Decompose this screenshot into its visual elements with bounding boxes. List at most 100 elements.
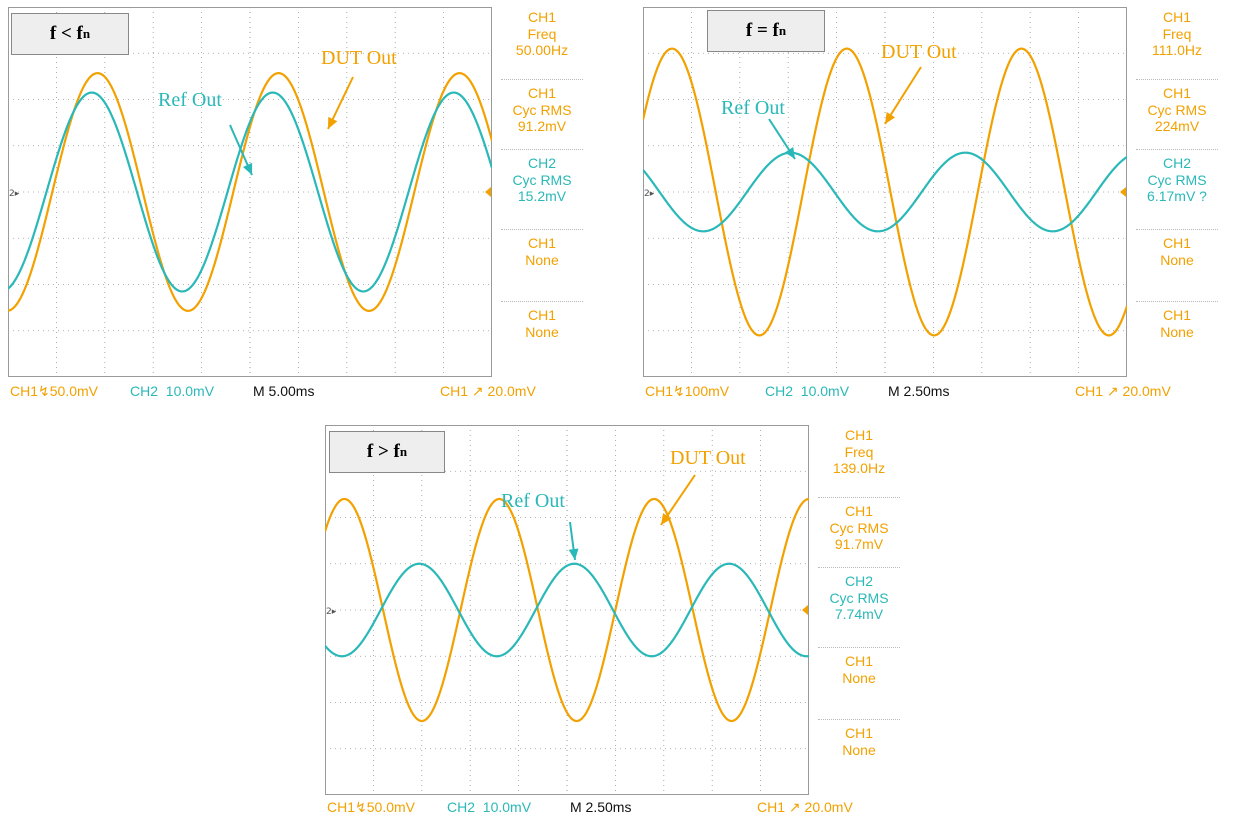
dut-out-arrow [660, 474, 696, 526]
measurement-separator [1136, 229, 1218, 230]
measurement-value: 91.7mV [834, 536, 884, 552]
grid [8, 7, 492, 377]
measurement-channel: CH1 [844, 503, 873, 519]
measurement-cell: CH1 Cyc RMS 91.2mV [495, 85, 589, 135]
trigger-label: CH1 ↗ 20.0mV [440, 383, 536, 399]
measurement-separator [1136, 79, 1218, 80]
measurement-label: Cyc RMS [829, 589, 889, 606]
measurement-cell: CH1 None [495, 235, 589, 268]
measurement-label: None [842, 741, 876, 758]
ref-out-trace [643, 151, 1127, 233]
dut-out-annotation: DUT Out [881, 41, 957, 63]
measurement-separator [501, 79, 583, 80]
trigger-label: CH1 ↗ 20.0mV [1075, 383, 1171, 399]
measurement-channel: CH1 [844, 653, 873, 669]
ref-out-arrow [568, 521, 579, 561]
trigger-level-marker [1120, 187, 1126, 197]
measurement-label: Cyc RMS [1147, 171, 1207, 188]
measurement-channel: CH1 [527, 235, 556, 251]
measurement-channel: CH1 [1162, 235, 1191, 251]
trigger-label: CH1 ↗ 20.0mV [757, 799, 853, 815]
measurement-separator [818, 719, 900, 720]
grid [643, 7, 1127, 377]
measurement-label: Freq [527, 25, 557, 42]
measurement-value: 224mV [1154, 118, 1200, 134]
measurement-label: Cyc RMS [1147, 101, 1207, 118]
measurement-channel: CH1 [844, 725, 873, 741]
measurement-value: 7.74mV [834, 606, 884, 622]
dut-out-annotation: DUT Out [670, 447, 746, 469]
measurement-cell: CH2 Cyc RMS 6.17mV ? [1130, 155, 1224, 205]
measurement-cell: CH1 None [495, 307, 589, 340]
measurement-cell: CH1 Cyc RMS 224mV [1130, 85, 1224, 135]
measurement-value: 91.2mV [517, 118, 567, 134]
measurement-label: Cyc RMS [512, 101, 572, 118]
measurement-cell: CH1 None [812, 653, 906, 686]
measurement-label: None [525, 251, 559, 268]
measurement-label: None [1160, 323, 1194, 340]
ref-out-annotation: Ref Out [158, 89, 222, 111]
ch2-level-marker: 2▸ [9, 189, 20, 199]
ref-out-trace [325, 562, 809, 658]
measurement-channel: CH2 [527, 155, 556, 171]
measurement-channel: CH1 [844, 427, 873, 443]
measurement-label: None [525, 323, 559, 340]
condition-text: f < f [49, 23, 83, 44]
measurement-separator [501, 149, 583, 150]
measurement-label: None [842, 669, 876, 686]
measurement-separator [818, 647, 900, 648]
status-bar: CH1↯50.0mV CH2 10.0mV M 2.50ms CH1 ↗ 20.… [325, 797, 910, 817]
measurement-channel: CH1 [1162, 9, 1191, 25]
trigger-level-marker [485, 187, 491, 197]
measurement-cell: CH2 Cyc RMS 7.74mV [812, 573, 906, 623]
measurement-cell: CH1 Freq 111.0Hz [1130, 9, 1224, 59]
condition-subscript: n [82, 26, 91, 41]
trigger-level-marker [802, 605, 808, 615]
measurement-cell: CH1 Freq 139.0Hz [812, 427, 906, 477]
ref-out-arrow [768, 118, 796, 160]
ref-out-annotation: Ref Out [501, 490, 565, 512]
measurement-channel: CH2 [1162, 155, 1191, 171]
condition-text: f > f [366, 441, 400, 462]
measurement-separator [1136, 301, 1218, 302]
ch2-scale-label: CH2 10.0mV [765, 383, 850, 399]
measurement-value: 15.2mV [517, 188, 567, 204]
measurement-value: 139.0Hz [832, 460, 886, 476]
ch2-scale-label: CH2 10.0mV [130, 383, 215, 399]
measurement-cell: CH1 Cyc RMS 91.7mV [812, 503, 906, 553]
measurement-channel: CH1 [1162, 307, 1191, 323]
measurement-channel: CH1 [527, 9, 556, 25]
ch2-scale-label: CH2 10.0mV [447, 799, 532, 815]
measurement-label: Freq [844, 443, 874, 460]
measurement-channel: CH1 [527, 85, 556, 101]
measurement-cell: CH1 None [1130, 235, 1224, 268]
timebase-label: M 2.50ms [570, 799, 632, 815]
dut-out-trace [643, 47, 1127, 337]
measurement-label: None [1160, 251, 1194, 268]
measurement-value: 50.00Hz [515, 42, 569, 58]
ch1-scale-label: CH1↯100mV [645, 383, 730, 399]
waveform-screen: 2▸ [8, 7, 492, 377]
waveform-screen: 2▸ [643, 7, 1127, 377]
waveform-plot: 2▸ [325, 425, 809, 795]
waveform-plot: 2▸ [643, 7, 1127, 377]
scope-panel-high: 2▸ CH1 Freq 139.0Hz CH1 Cyc RMS 91.7mV CH2 Cyc … [325, 425, 910, 819]
timebase-label: M 5.00ms [253, 383, 315, 399]
ch1-scale-label: CH1↯50.0mV [327, 799, 415, 815]
measurement-separator [1136, 149, 1218, 150]
graticule-border [325, 425, 809, 795]
ch2-level-marker: 2▸ [326, 607, 337, 617]
ref-out-annotation: Ref Out [721, 97, 785, 119]
measurement-separator [818, 567, 900, 568]
waveform-plot: 2▸ [8, 7, 492, 377]
condition-subscript: n [399, 444, 408, 459]
dut-out-arrow [327, 76, 354, 130]
grid [325, 425, 809, 795]
ref-out-arrow [229, 124, 253, 176]
condition-text: f = f [745, 20, 779, 41]
measurement-value: 111.0Hz [1151, 42, 1203, 58]
condition-subscript: n [778, 23, 787, 38]
measurement-channel: CH1 [527, 307, 556, 323]
